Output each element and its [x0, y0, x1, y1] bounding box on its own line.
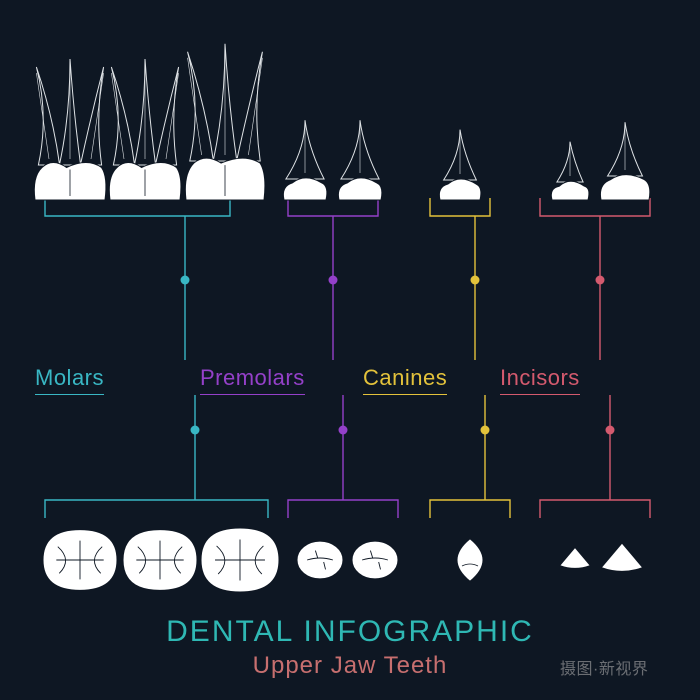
- watermark-text: 摄图·新视界: [560, 655, 648, 679]
- infographic-title: DENTAL INFOGRAPHIC: [0, 615, 700, 649]
- category-label-canines: Canines: [363, 365, 447, 395]
- category-label-premolars: Premolars: [200, 365, 305, 395]
- diagram-svg: [0, 0, 700, 700]
- category-label-incisors: Incisors: [500, 365, 580, 395]
- category-label-molars: Molars: [35, 365, 104, 395]
- dental-infographic: DENTAL INFOGRAPHIC Upper Jaw Teeth 摄图·新视…: [0, 0, 700, 700]
